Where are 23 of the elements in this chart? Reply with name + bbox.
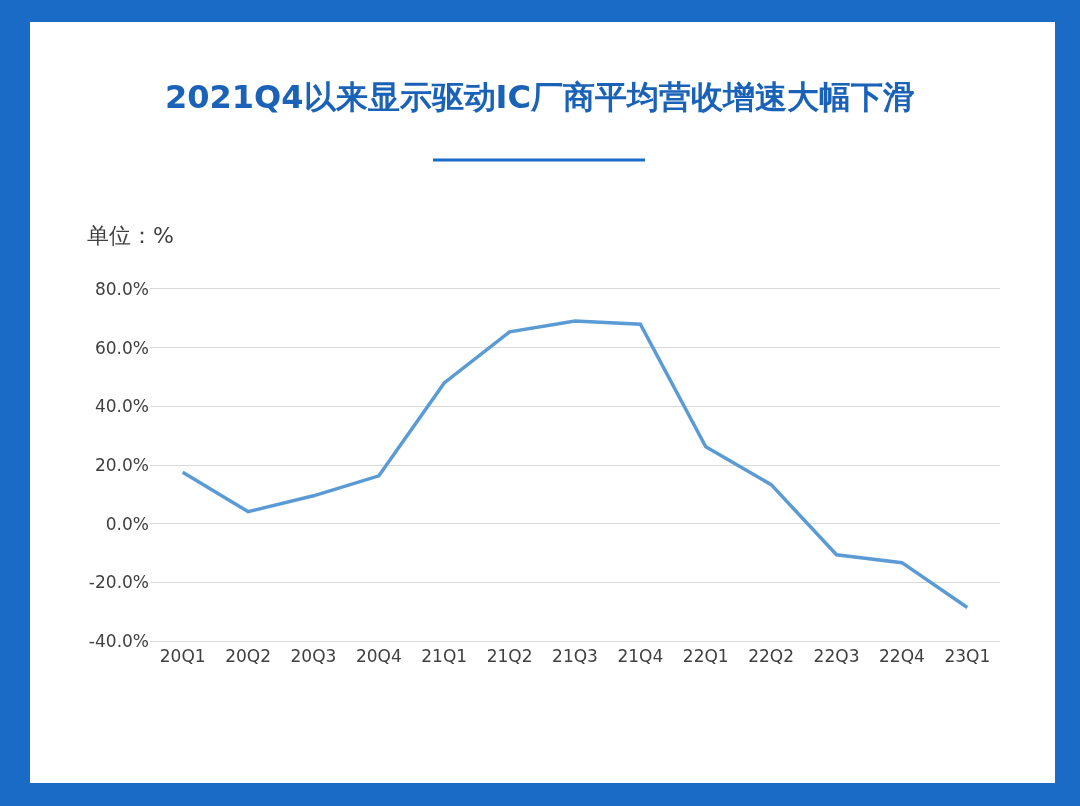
x-tick-label: 20Q1 (159, 646, 206, 667)
x-tick-label: 21Q4 (617, 646, 664, 667)
x-tick-label: 22Q4 (879, 646, 925, 667)
x-tick-label: 22Q1 (682, 646, 729, 667)
y-tick-label: 20.0% (94, 454, 149, 475)
x-tick-label: 22Q3 (813, 646, 860, 667)
y-axis-title: 单位：% (87, 223, 174, 248)
y-tick-label: -40.0% (88, 630, 149, 651)
y-tick-label: 80.0% (94, 278, 149, 299)
x-tick-label: 23Q1 (944, 646, 991, 667)
x-tick-label: 20Q3 (290, 646, 337, 667)
y-tick-label: -20.0% (88, 572, 149, 593)
x-tick-label: 20Q2 (225, 646, 271, 667)
x-tick-label: 21Q3 (552, 646, 598, 667)
y-tick-label: 0.0% (105, 513, 149, 534)
chart-title: 2021Q4以来显示驱动IC厂商平均营收增速大幅下滑 (165, 78, 915, 116)
line-series (180, 319, 970, 610)
x-tick-label: 22Q2 (748, 646, 795, 667)
y-tick-label: 60.0% (94, 337, 149, 358)
y-tick-label: 40.0% (94, 396, 149, 417)
x-tick-label: 21Q1 (421, 646, 468, 667)
x-tick-label: 21Q2 (486, 646, 533, 667)
x-tick-label: 20Q4 (355, 646, 402, 667)
